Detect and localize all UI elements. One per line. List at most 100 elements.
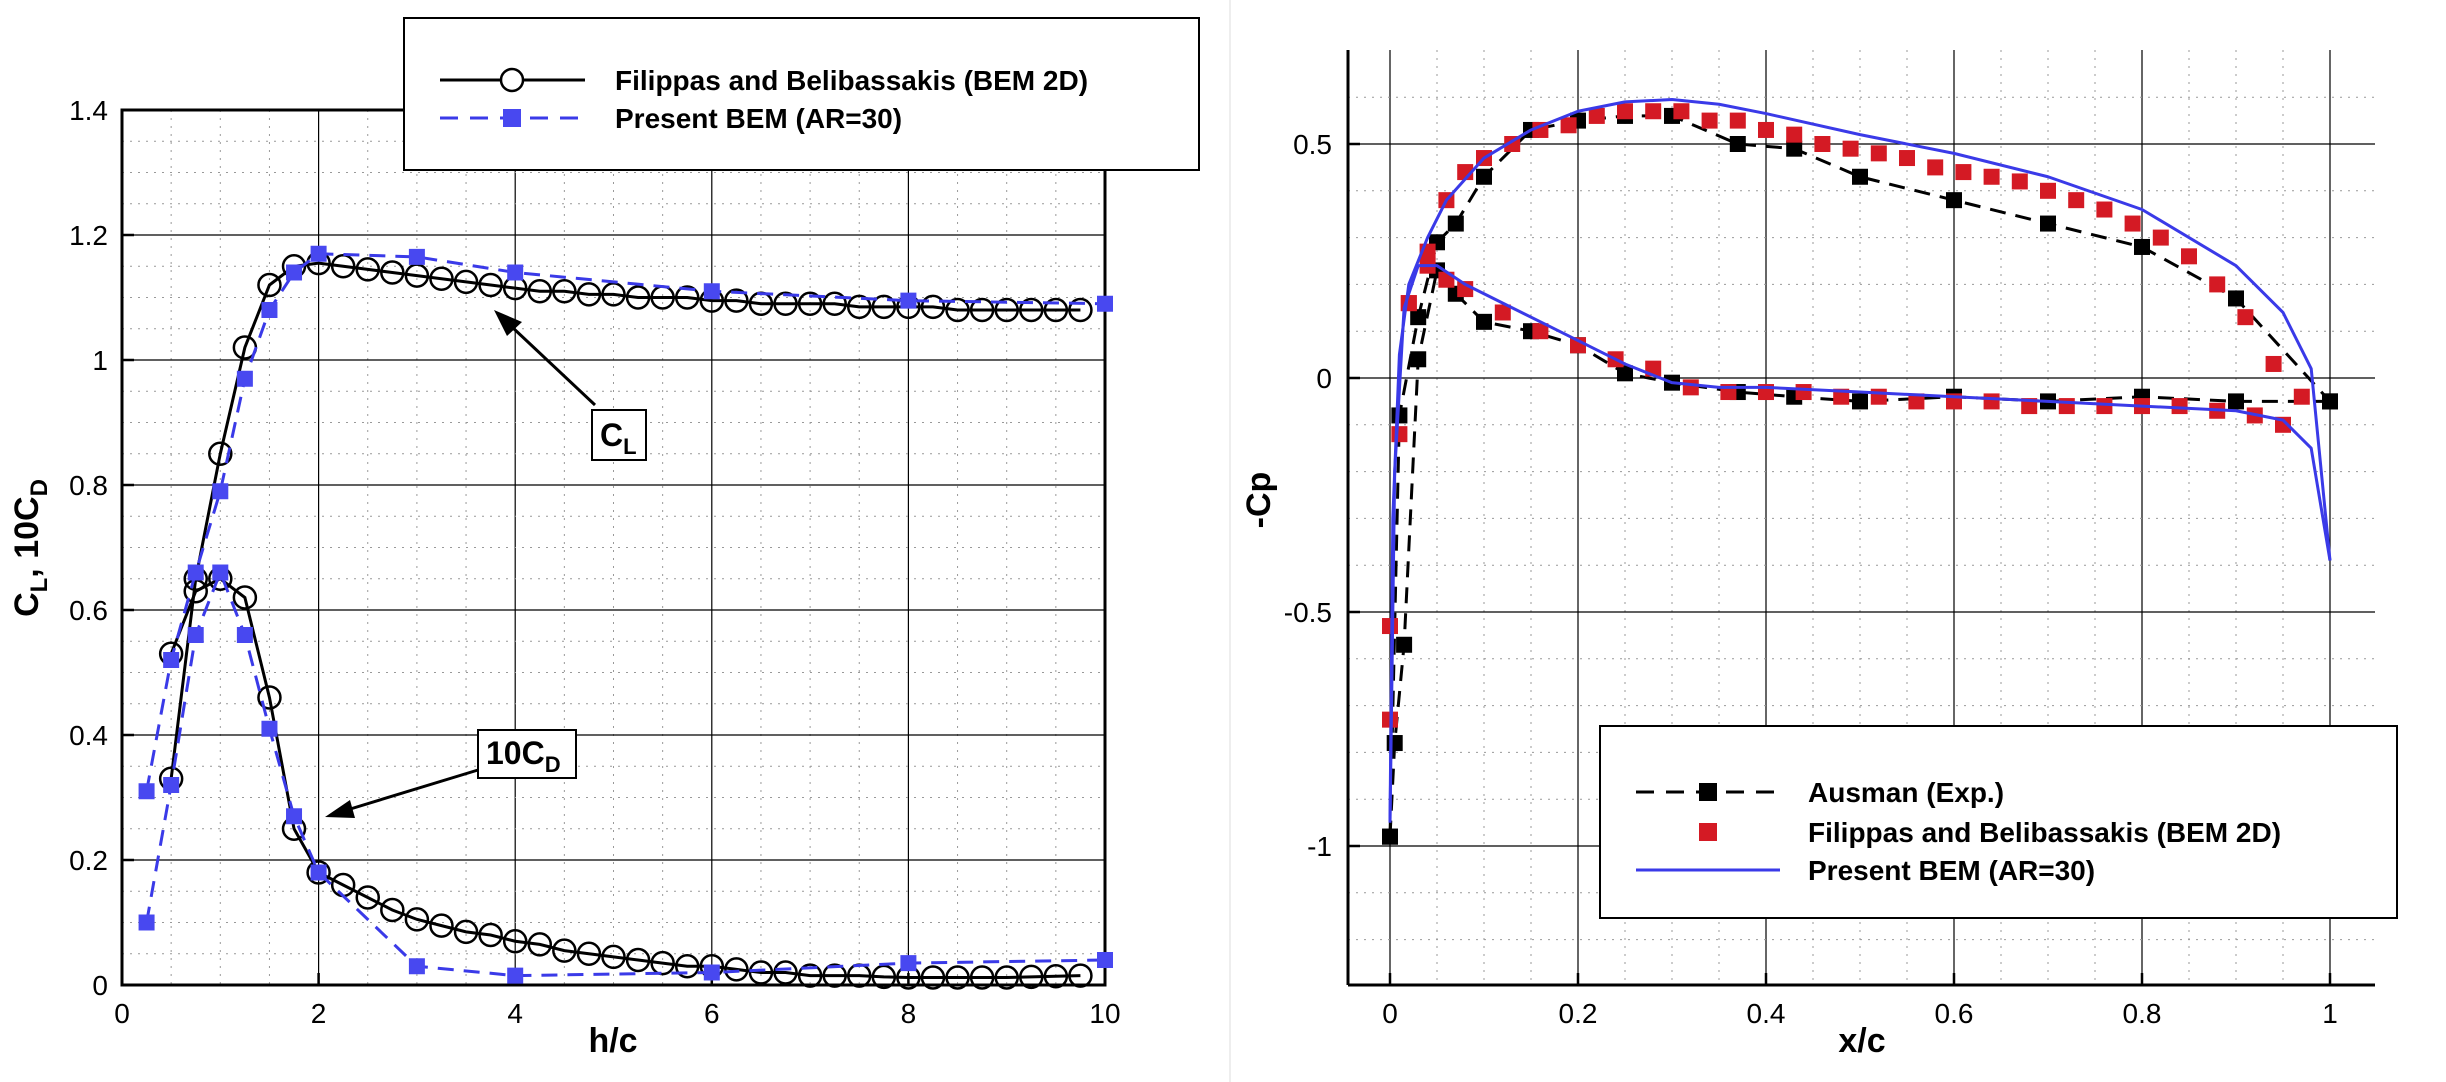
data-point	[822, 291, 847, 316]
y-tick-label: 0.6	[69, 595, 108, 626]
series-ausman-exp-1	[1382, 262, 2338, 845]
y-axis-label: -Cp	[1240, 472, 1278, 529]
data-point	[797, 963, 823, 988]
data-point	[138, 914, 155, 931]
legend-marker-black-square	[1699, 783, 1717, 801]
legend-label-present: Present BEM (AR=30)	[1808, 855, 2095, 886]
data-point	[969, 965, 995, 990]
annotation-cl: CL	[494, 310, 647, 461]
data-point	[1097, 952, 1113, 968]
data-point	[2237, 309, 2254, 326]
data-point	[945, 297, 970, 323]
data-point	[2011, 173, 2028, 190]
legend: Ausman (Exp.) Filippas and Belibassakis …	[1599, 725, 2398, 919]
data-point	[1382, 828, 1398, 845]
data-point	[187, 627, 204, 643]
series-filippas-and-belibassakis-bem-2d-0	[158, 250, 1093, 791]
data-point	[2134, 238, 2150, 255]
y-tick-label: 0	[92, 970, 108, 1001]
data-point	[1852, 168, 1868, 185]
annotation-cl-box	[591, 409, 647, 461]
data-point	[1758, 121, 1774, 138]
data-point	[1842, 140, 1859, 157]
data-point	[1068, 297, 1093, 323]
data-point	[208, 441, 233, 466]
series-filippas-and-belibassakis-bem-2d-1	[158, 566, 1093, 990]
data-point	[1019, 964, 1044, 990]
data-point	[380, 260, 405, 285]
data-point	[212, 483, 229, 500]
series-present-bem-ar-30-3	[138, 564, 1113, 984]
legend-marker-square	[503, 109, 521, 127]
data-point	[453, 919, 479, 945]
y-tick-label: -0.5	[1284, 597, 1332, 628]
data-point	[822, 963, 847, 988]
data-point	[1870, 388, 1887, 405]
data-point	[1476, 168, 1492, 185]
data-point	[1019, 297, 1044, 323]
axis-ticks: 0 0.2 0.4 0.6 0.8 1 -1 -0.5 0 0.5	[1284, 129, 2338, 1029]
data-point	[773, 960, 798, 985]
chart-pressure-coefficient: 0 0.2 0.4 0.6 0.8 1 -1 -0.5 0 0.5 x/c -Cp Ausman …	[1240, 50, 2398, 1060]
x-tick-label: 0	[114, 998, 130, 1029]
data-point	[1786, 126, 1803, 143]
data-point	[724, 957, 749, 982]
data-point	[310, 245, 327, 262]
data-point	[1410, 351, 1427, 368]
data-point	[1673, 103, 1690, 120]
series-line	[1388, 98, 2332, 823]
data-point	[1852, 393, 1868, 410]
y-tick-label: -1	[1307, 831, 1332, 862]
annotation-cd-main: 10C	[486, 735, 545, 771]
x-axis-label: x/c	[1838, 1022, 1885, 1060]
data-point	[900, 955, 917, 972]
data-point	[1983, 168, 2000, 185]
x-tick-label: 0.6	[1935, 998, 1974, 1029]
data-point	[1955, 164, 1972, 181]
data-point	[2096, 398, 2113, 415]
data-point	[2068, 192, 2085, 209]
x-tick-label: 0.4	[1747, 998, 1786, 1029]
annotation-cd-arrowhead	[325, 800, 355, 818]
series-group	[138, 245, 1113, 990]
data-point	[236, 370, 253, 387]
x-tick-label: 0.8	[2123, 998, 2162, 1029]
data-point	[1795, 384, 1812, 401]
legend-box	[403, 17, 1200, 171]
data-point	[478, 922, 503, 948]
data-point	[994, 965, 1019, 990]
data-point	[507, 967, 524, 984]
data-point	[212, 564, 229, 581]
legend-label-filippas: Filippas and Belibassakis (BEM 2D)	[1808, 817, 2281, 848]
data-point	[1588, 107, 1605, 124]
data-point	[2124, 215, 2141, 232]
data-point	[1645, 103, 1662, 120]
data-point	[1729, 136, 1746, 152]
annotation-cl-main: C	[600, 417, 623, 453]
data-point	[138, 783, 155, 800]
data-point	[330, 254, 356, 279]
series-present-bem-ar-30-2	[138, 245, 1113, 800]
data-point	[1391, 426, 1408, 443]
y-tick-label: 0	[1316, 363, 1332, 394]
annotation-cl-arrowhead	[494, 310, 522, 336]
annotation-cd-arrow	[346, 768, 479, 812]
data-point	[945, 965, 970, 990]
data-point	[408, 958, 425, 975]
data-point	[453, 269, 479, 295]
data-point	[236, 627, 253, 643]
x-tick-label: 10	[1089, 998, 1120, 1029]
y-label-cl-sub: L	[26, 578, 53, 593]
data-point	[1386, 735, 1403, 752]
annotation-cd-label: 10CD	[486, 735, 561, 777]
data-point	[1786, 140, 1803, 157]
y-label-cd-sub: D	[26, 479, 53, 496]
data-point	[478, 272, 503, 298]
annotation-cl-label: CL	[600, 417, 637, 459]
legend-label-ausman: Ausman (Exp.)	[1808, 777, 2004, 808]
data-point	[674, 954, 700, 979]
annotation-cl-sub: L	[623, 434, 636, 459]
data-point	[1532, 323, 1549, 340]
data-point	[1908, 393, 1925, 410]
